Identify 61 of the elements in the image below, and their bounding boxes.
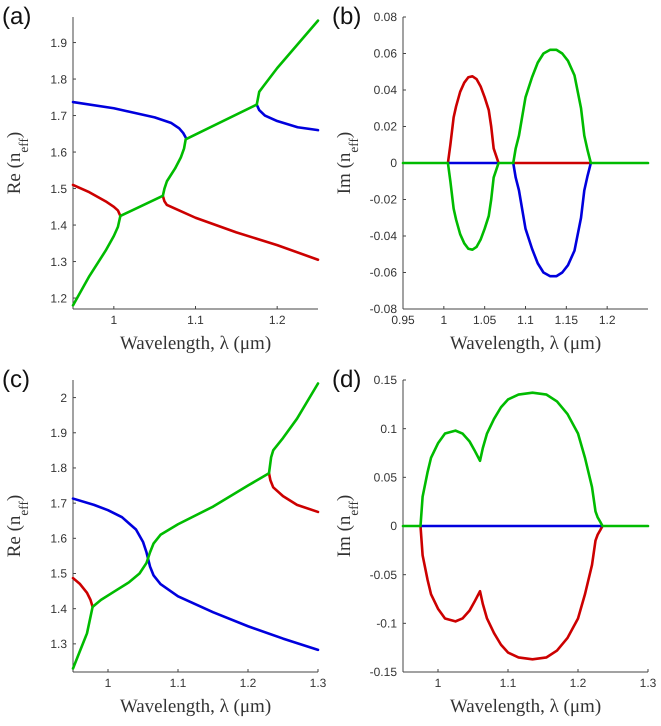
y-tick-label: 1.8 bbox=[50, 72, 68, 86]
y-tick-label: -0.02 bbox=[370, 192, 398, 207]
x-tick-label: 1 bbox=[440, 313, 448, 327]
x-tick-label: 1.3 bbox=[310, 676, 327, 690]
y-tick-label: 0.04 bbox=[374, 83, 398, 98]
chart-title: (a) bbox=[2, 3, 32, 30]
y-tick-label: 0 bbox=[390, 156, 398, 170]
y-tick-label: 0.15 bbox=[374, 373, 398, 388]
x-tick-label: 1.1 bbox=[500, 676, 517, 690]
y-tick-label: 2 bbox=[60, 390, 68, 405]
chart-title: (b) bbox=[332, 3, 362, 30]
y-tick-label: 0.08 bbox=[374, 10, 398, 24]
x-axis-title: Wavelength, λ (μm) bbox=[120, 333, 272, 354]
y-tick-label: 0.02 bbox=[374, 120, 398, 134]
y-tick-label: 0 bbox=[390, 519, 398, 534]
y-tick-label: 1.9 bbox=[50, 426, 68, 440]
line-series bbox=[72, 497, 320, 652]
y-tick-label: 1.5 bbox=[50, 566, 68, 581]
y-tick-label: -0.05 bbox=[370, 568, 398, 582]
line-series bbox=[72, 382, 320, 670]
y-tick-label: 0.1 bbox=[380, 422, 398, 436]
x-tick-label: 1.2 bbox=[240, 676, 257, 690]
y-tick-label: 1.7 bbox=[50, 108, 68, 123]
line-series bbox=[402, 48, 650, 251]
y-tick-label: 1.4 bbox=[50, 602, 68, 616]
y-tick-label: 0.05 bbox=[374, 470, 398, 485]
y-tick-label: -0.15 bbox=[370, 665, 398, 680]
chart-title: (d) bbox=[332, 366, 362, 393]
y-tick-label: 1.3 bbox=[50, 254, 68, 269]
x-tick-label: 1.3 bbox=[640, 676, 657, 690]
y-tick-label: 1.5 bbox=[50, 182, 68, 196]
x-tick-label: 1.15 bbox=[554, 313, 578, 327]
y-tick-label: 1.8 bbox=[50, 461, 68, 476]
y-tick-label: 1.6 bbox=[50, 145, 68, 160]
x-tick-label: 1 bbox=[110, 313, 118, 327]
line-series bbox=[419, 524, 604, 661]
line-series bbox=[402, 391, 650, 528]
x-tick-label: 1.1 bbox=[170, 676, 187, 690]
x-tick-label: 1.2 bbox=[570, 676, 587, 690]
x-tick-label: 1.2 bbox=[598, 313, 616, 327]
chart-title: (c) bbox=[2, 366, 30, 393]
y-tick-label: 1.3 bbox=[50, 637, 68, 652]
y-tick-label: 1.4 bbox=[50, 218, 68, 232]
x-tick-label: 1.1 bbox=[517, 313, 534, 327]
y-tick-label: -0.1 bbox=[376, 616, 398, 631]
y-tick-label: 1.6 bbox=[50, 532, 68, 546]
x-tick-label: 1 bbox=[434, 676, 442, 690]
x-tick-label: 1.05 bbox=[472, 313, 497, 327]
x-axis-title: Wavelength, λ (μm) bbox=[450, 333, 602, 354]
x-axis-title: Wavelength, λ (μm) bbox=[450, 696, 602, 717]
x-tick-label: 1 bbox=[104, 676, 112, 690]
x-tick-label: 1.1 bbox=[187, 313, 204, 327]
y-tick-label: 1.9 bbox=[50, 36, 68, 50]
line-series bbox=[72, 19, 320, 307]
y-tick-label: -0.06 bbox=[370, 266, 398, 280]
x-axis-title: Wavelength, λ (μm) bbox=[120, 696, 272, 717]
y-tick-label: -0.04 bbox=[370, 229, 398, 244]
x-tick-label: 1.2 bbox=[268, 313, 286, 327]
y-tick-label: 0.06 bbox=[374, 46, 398, 61]
y-tick-label: 1.7 bbox=[50, 496, 68, 510]
y-tick-label: 1.2 bbox=[50, 291, 68, 306]
